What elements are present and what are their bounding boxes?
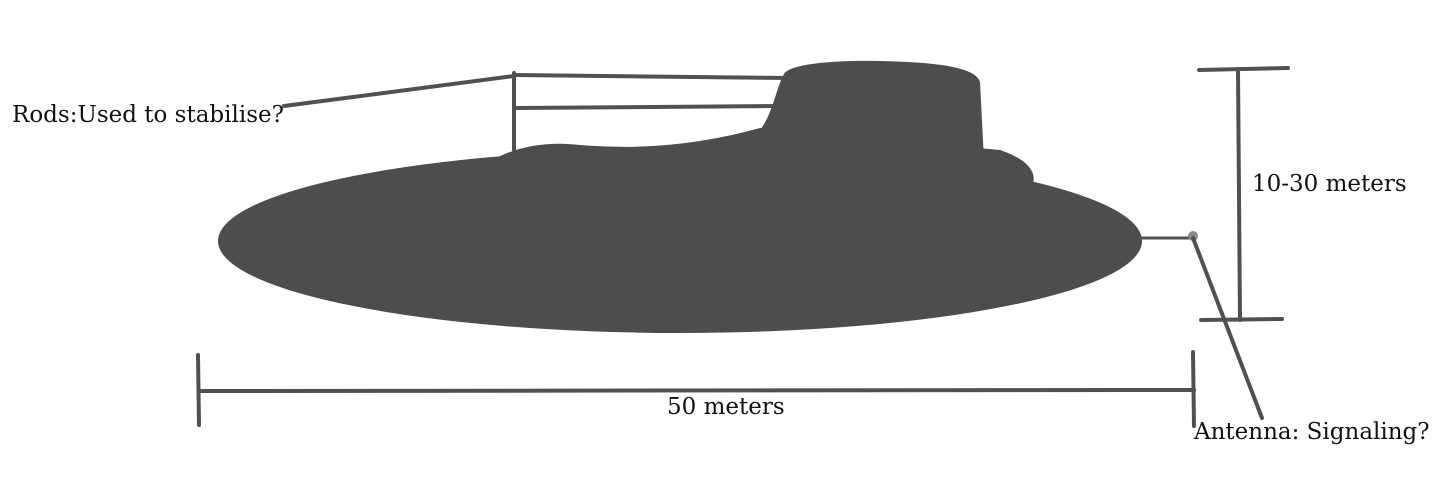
- saucer: [218, 60, 1264, 420]
- width-shaft: [197, 388, 1196, 393]
- height-dimension: [1197, 66, 1290, 322]
- antenna-tip-dot: [1188, 231, 1198, 241]
- stabilising-rods: [282, 71, 792, 152]
- rods-label: Rods:Used to stabilise?: [12, 102, 284, 128]
- rods-leader-line: [282, 74, 516, 108]
- height-cap-bottom: [1199, 317, 1284, 322]
- height-cap-top: [1197, 66, 1290, 72]
- height-label: 10-30 meters: [1252, 171, 1407, 197]
- width-label: 50 meters: [667, 394, 785, 420]
- saucer-disc: [218, 149, 1142, 333]
- antenna-leader-line: [1191, 236, 1264, 420]
- height-shaft: [1236, 67, 1242, 322]
- rod-upper: [512, 73, 792, 80]
- rod-lower: [512, 104, 782, 110]
- width-cap-right: [1191, 350, 1196, 428]
- saucer-dome: [758, 60, 984, 161]
- antenna-label: Antenna: Signaling?: [1194, 419, 1430, 445]
- width-dimension: [196, 350, 1196, 428]
